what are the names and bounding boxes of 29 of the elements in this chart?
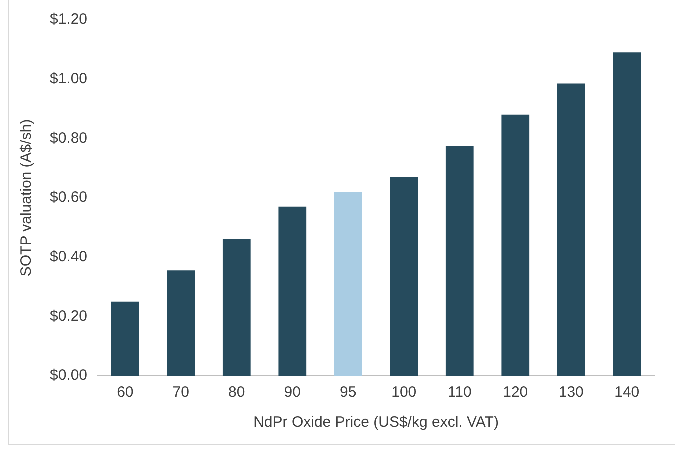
x-tick-label: 120 bbox=[503, 384, 528, 402]
x-tick-label: 60 bbox=[117, 384, 134, 402]
y-tick-label: $0.60 bbox=[50, 189, 88, 206]
bar bbox=[502, 114, 530, 376]
bar bbox=[613, 52, 642, 376]
x-tick-label: 90 bbox=[284, 384, 301, 402]
y-tick-label: $0.20 bbox=[50, 308, 88, 325]
y-axis-title: SOTP valuation (A$/sh) bbox=[18, 119, 36, 277]
x-tick-label: 95 bbox=[340, 384, 357, 402]
x-tick-label: 100 bbox=[392, 384, 417, 402]
bar bbox=[334, 192, 362, 376]
bar bbox=[278, 206, 307, 376]
y-tick-label: $0.80 bbox=[50, 130, 88, 147]
y-tick-label: $1.00 bbox=[50, 70, 88, 88]
bar bbox=[222, 240, 251, 376]
x-tick-label: 70 bbox=[172, 384, 190, 402]
bar bbox=[390, 177, 418, 376]
y-tick-label: $0.40 bbox=[50, 248, 88, 266]
y-tick-label: $1.20 bbox=[50, 11, 88, 28]
x-tick-label: 140 bbox=[614, 384, 640, 402]
x-tick-label: 110 bbox=[448, 384, 472, 402]
bar bbox=[446, 146, 474, 376]
x-tick-label: 80 bbox=[228, 384, 246, 402]
x-tick-label: 130 bbox=[558, 384, 584, 402]
x-axis-title: NdPr Oxide Price (US$/kg excl. VAT) bbox=[254, 414, 499, 432]
y-tick-label: $0.00 bbox=[50, 367, 88, 384]
bar bbox=[111, 302, 140, 376]
bar bbox=[557, 84, 586, 376]
bar bbox=[167, 270, 196, 376]
